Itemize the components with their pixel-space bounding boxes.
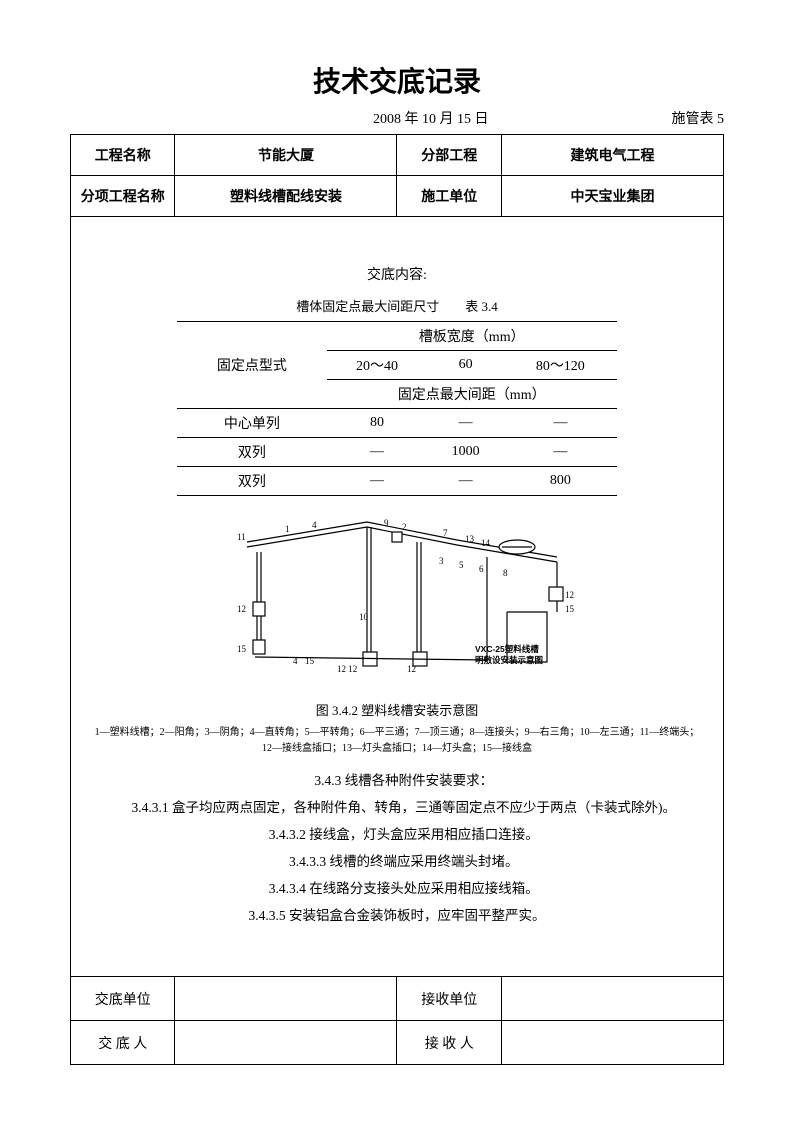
diagram-legend: 1—塑料线槽；2—阳角；3—阴角；4—直转角；5—平转角；6—平三通；7—顶三通… — [83, 725, 711, 757]
para-6: 3.4.3.5 安装铝盒合金装饰板时，应牢固平整严实。 — [83, 902, 711, 929]
division-label: 分部工程 — [397, 135, 501, 176]
inner-row-0-v1: — — [427, 409, 503, 438]
svg-text:2: 2 — [402, 522, 407, 532]
date-row: 2008 年 10 月 15 日 施管表 5 — [70, 108, 724, 128]
project-name: 节能大厦 — [175, 135, 397, 176]
inner-row-2-v1: — — [427, 467, 503, 496]
content-cell: 交底内容: 槽体固定点最大间距尺寸 表 3.4 固定点型式 槽板宽度（mm） 2… — [71, 217, 724, 977]
para-2: 3.4.3.1 盒子均应两点固定，各种附件角、转角，三通等固定点不应少于两点（卡… — [83, 794, 711, 821]
svg-text:8: 8 — [503, 568, 508, 578]
svg-text:15: 15 — [237, 644, 247, 654]
unit: 中天宝业集团 — [501, 176, 723, 217]
diagram-container: 11 1 4 9 2 7 13 14 3 5 6 8 12 15 — [83, 512, 711, 692]
svg-text:12 12: 12 12 — [337, 664, 357, 674]
inner-row-1-v0: — — [327, 438, 428, 467]
svg-text:4: 4 — [293, 656, 298, 666]
inner-table-title: 槽体固定点最大间距尺寸 表 3.4 — [83, 296, 711, 315]
disclosing-unit-value — [175, 977, 397, 1021]
subitem-label: 分项工程名称 — [71, 176, 175, 217]
svg-text:15: 15 — [305, 656, 315, 666]
inner-spacing-table: 固定点型式 槽板宽度（mm） 20～40 60 80～120 固定点最大间距（m… — [177, 321, 617, 496]
svg-text:15: 15 — [565, 604, 575, 614]
svg-text:明敷设安装示意图: 明敷设安装示意图 — [475, 655, 543, 665]
svg-text:12: 12 — [565, 590, 574, 600]
inner-row-1-v2: — — [504, 438, 617, 467]
division: 建筑电气工程 — [501, 135, 723, 176]
inner-row-0-v2: — — [504, 409, 617, 438]
para-3: 3.4.3.2 接线盒，灯头盒应采用相应插口连接。 — [83, 821, 711, 848]
svg-text:4: 4 — [312, 520, 317, 530]
inner-col-1: 60 — [427, 351, 503, 380]
form-number: 施管表 5 — [672, 108, 725, 128]
inner-col-0: 20～40 — [327, 351, 428, 380]
inner-row-0-v0: 80 — [327, 409, 428, 438]
svg-text:10: 10 — [359, 612, 369, 622]
subitem: 塑料线槽配线安装 — [175, 176, 397, 217]
receiving-person-value — [501, 1021, 723, 1065]
inner-row-0-label: 中心单列 — [177, 409, 326, 438]
inner-row-2-v0: — — [327, 467, 428, 496]
receiving-person-label: 接 收 人 — [397, 1021, 501, 1065]
body-text: 3.4.3 线槽各种附件安装要求： 3.4.3.1 盒子均应两点固定，各种附件角… — [83, 767, 711, 929]
svg-text:VXC-25塑料线槽: VXC-25塑料线槽 — [475, 644, 539, 654]
inner-row-header: 固定点型式 — [177, 322, 326, 409]
inner-col-group: 槽板宽度（mm） — [327, 322, 617, 351]
svg-text:9: 9 — [384, 518, 389, 528]
svg-text:14: 14 — [481, 538, 491, 548]
installation-diagram: 11 1 4 9 2 7 13 14 3 5 6 8 12 15 — [207, 512, 587, 692]
inner-row-2-label: 双列 — [177, 467, 326, 496]
receiving-unit-value — [501, 977, 723, 1021]
svg-text:6: 6 — [479, 564, 484, 574]
inner-spacing-header: 固定点最大间距（mm） — [327, 380, 617, 409]
unit-label: 施工单位 — [397, 176, 501, 217]
svg-text:1: 1 — [285, 524, 290, 534]
svg-text:11: 11 — [237, 532, 246, 542]
inner-col-2: 80～120 — [504, 351, 617, 380]
project-name-label: 工程名称 — [71, 135, 175, 176]
inner-row-1-label: 双列 — [177, 438, 326, 467]
svg-text:12: 12 — [237, 604, 246, 614]
inner-row-1-v1: 1000 — [427, 438, 503, 467]
outer-table: 工程名称 节能大厦 分部工程 建筑电气工程 分项工程名称 塑料线槽配线安装 施工… — [70, 134, 724, 1065]
date-text: 2008 年 10 月 15 日 — [190, 108, 672, 128]
svg-text:3: 3 — [439, 556, 444, 566]
para-4: 3.4.3.3 线槽的终端应采用终端头封堵。 — [83, 848, 711, 875]
diagram-caption: 图 3.4.2 塑料线槽安装示意图 — [83, 700, 711, 719]
disclosing-person-label: 交 底 人 — [71, 1021, 175, 1065]
svg-text:13: 13 — [465, 534, 475, 544]
svg-text:5: 5 — [459, 560, 464, 570]
content-label: 交底内容: — [83, 264, 711, 284]
document-title: 技术交底记录 — [70, 60, 724, 100]
receiving-unit-label: 接收单位 — [397, 977, 501, 1021]
disclosing-unit-label: 交底单位 — [71, 977, 175, 1021]
svg-text:12: 12 — [407, 664, 416, 674]
para-5: 3.4.3.4 在线路分支接头处应采用相应接线箱。 — [83, 875, 711, 902]
para-1: 3.4.3 线槽各种附件安装要求： — [83, 767, 711, 794]
disclosing-person-value — [175, 1021, 397, 1065]
svg-text:7: 7 — [443, 528, 448, 538]
inner-row-2-v2: 800 — [504, 467, 617, 496]
